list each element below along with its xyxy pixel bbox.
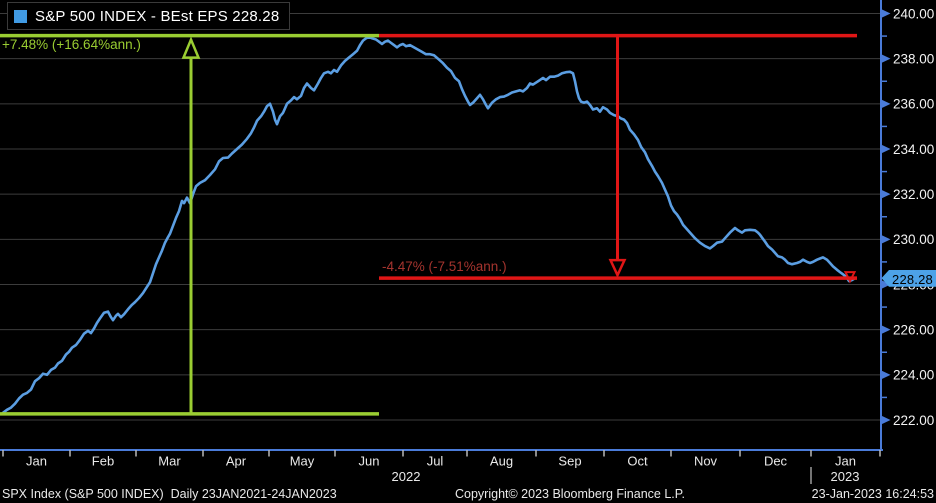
last-price-tag [881, 269, 936, 287]
timestamp-text: 23-Jan-2023 16:24:53 [811, 487, 934, 501]
y-axis-tick-arrow-icon [881, 189, 891, 199]
y-axis-tick-label: 224.00 [893, 368, 934, 383]
x-axis-month-label: Oct [627, 454, 648, 469]
x-axis-month-label: Feb [92, 454, 114, 469]
x-axis-month-label: Jun [359, 454, 380, 469]
loss-down-arrow-icon [608, 258, 627, 279]
y-axis-tick-arrow-icon [881, 325, 891, 335]
security-description: SPX Index (S&P 500 INDEX) Daily 23JAN202… [2, 487, 337, 501]
y-axis-tick-arrow-icon [881, 9, 891, 18]
y-axis-tick-arrow-icon [881, 370, 891, 380]
x-axis-month-label: Sep [558, 454, 581, 469]
gain-annotation-label: +7.48% (+16.64%ann.) [2, 37, 141, 52]
y-axis-tick-label: 238.00 [893, 51, 934, 66]
y-axis-tick-label: 240.00 [893, 6, 934, 21]
gain-up-arrow-icon [181, 36, 201, 59]
y-axis-tick-arrow-icon [881, 415, 891, 425]
x-axis-month-label: May [290, 454, 315, 469]
x-axis-month-label: Mar [158, 454, 181, 469]
y-axis-tick-label: 234.00 [893, 142, 934, 157]
x-axis-month-label: Aug [490, 454, 513, 469]
x-axis-month-label: Jan [835, 454, 856, 469]
x-axis-month-label: Nov [694, 454, 718, 469]
loss-end-marker-icon [843, 271, 857, 284]
y-axis-tick-arrow-icon [881, 280, 891, 289]
y-axis-tick-label: 226.00 [893, 322, 934, 337]
chart-title: S&P 500 INDEX - BEst EPS 228.28 [35, 7, 280, 25]
x-axis-month-label: Dec [764, 454, 788, 469]
last-price-tag-value: 228.28 [892, 271, 933, 287]
legend-marker-icon [14, 9, 27, 23]
loss-annotation-label: -4.47% (-7.51%ann.) [382, 259, 507, 274]
y-axis-tick-arrow-icon [881, 54, 891, 64]
y-axis-tick-arrow-icon [881, 234, 891, 244]
chart-legend-box: S&P 500 INDEX - BEst EPS 228.28 [7, 2, 291, 30]
y-axis-tick-arrow-icon [881, 99, 891, 109]
y-axis-tick-arrow-icon [881, 144, 891, 154]
y-axis-tick-label: 222.00 [893, 413, 934, 428]
x-axis-year-label: 2023 [830, 469, 860, 484]
x-axis-year-label: 2022 [391, 469, 421, 484]
x-axis-month-label: Jul [427, 454, 444, 469]
copyright-text: Copyright© 2023 Bloomberg Finance L.P. [455, 487, 685, 501]
x-axis-month-label: Apr [226, 454, 247, 469]
y-axis-tick-label: 236.00 [893, 97, 934, 112]
y-axis-tick-label: 230.00 [893, 232, 934, 247]
price-line-series [1, 35, 857, 415]
x-axis-month-label: Jan [26, 454, 47, 469]
y-axis-tick-label: 232.00 [893, 187, 934, 202]
